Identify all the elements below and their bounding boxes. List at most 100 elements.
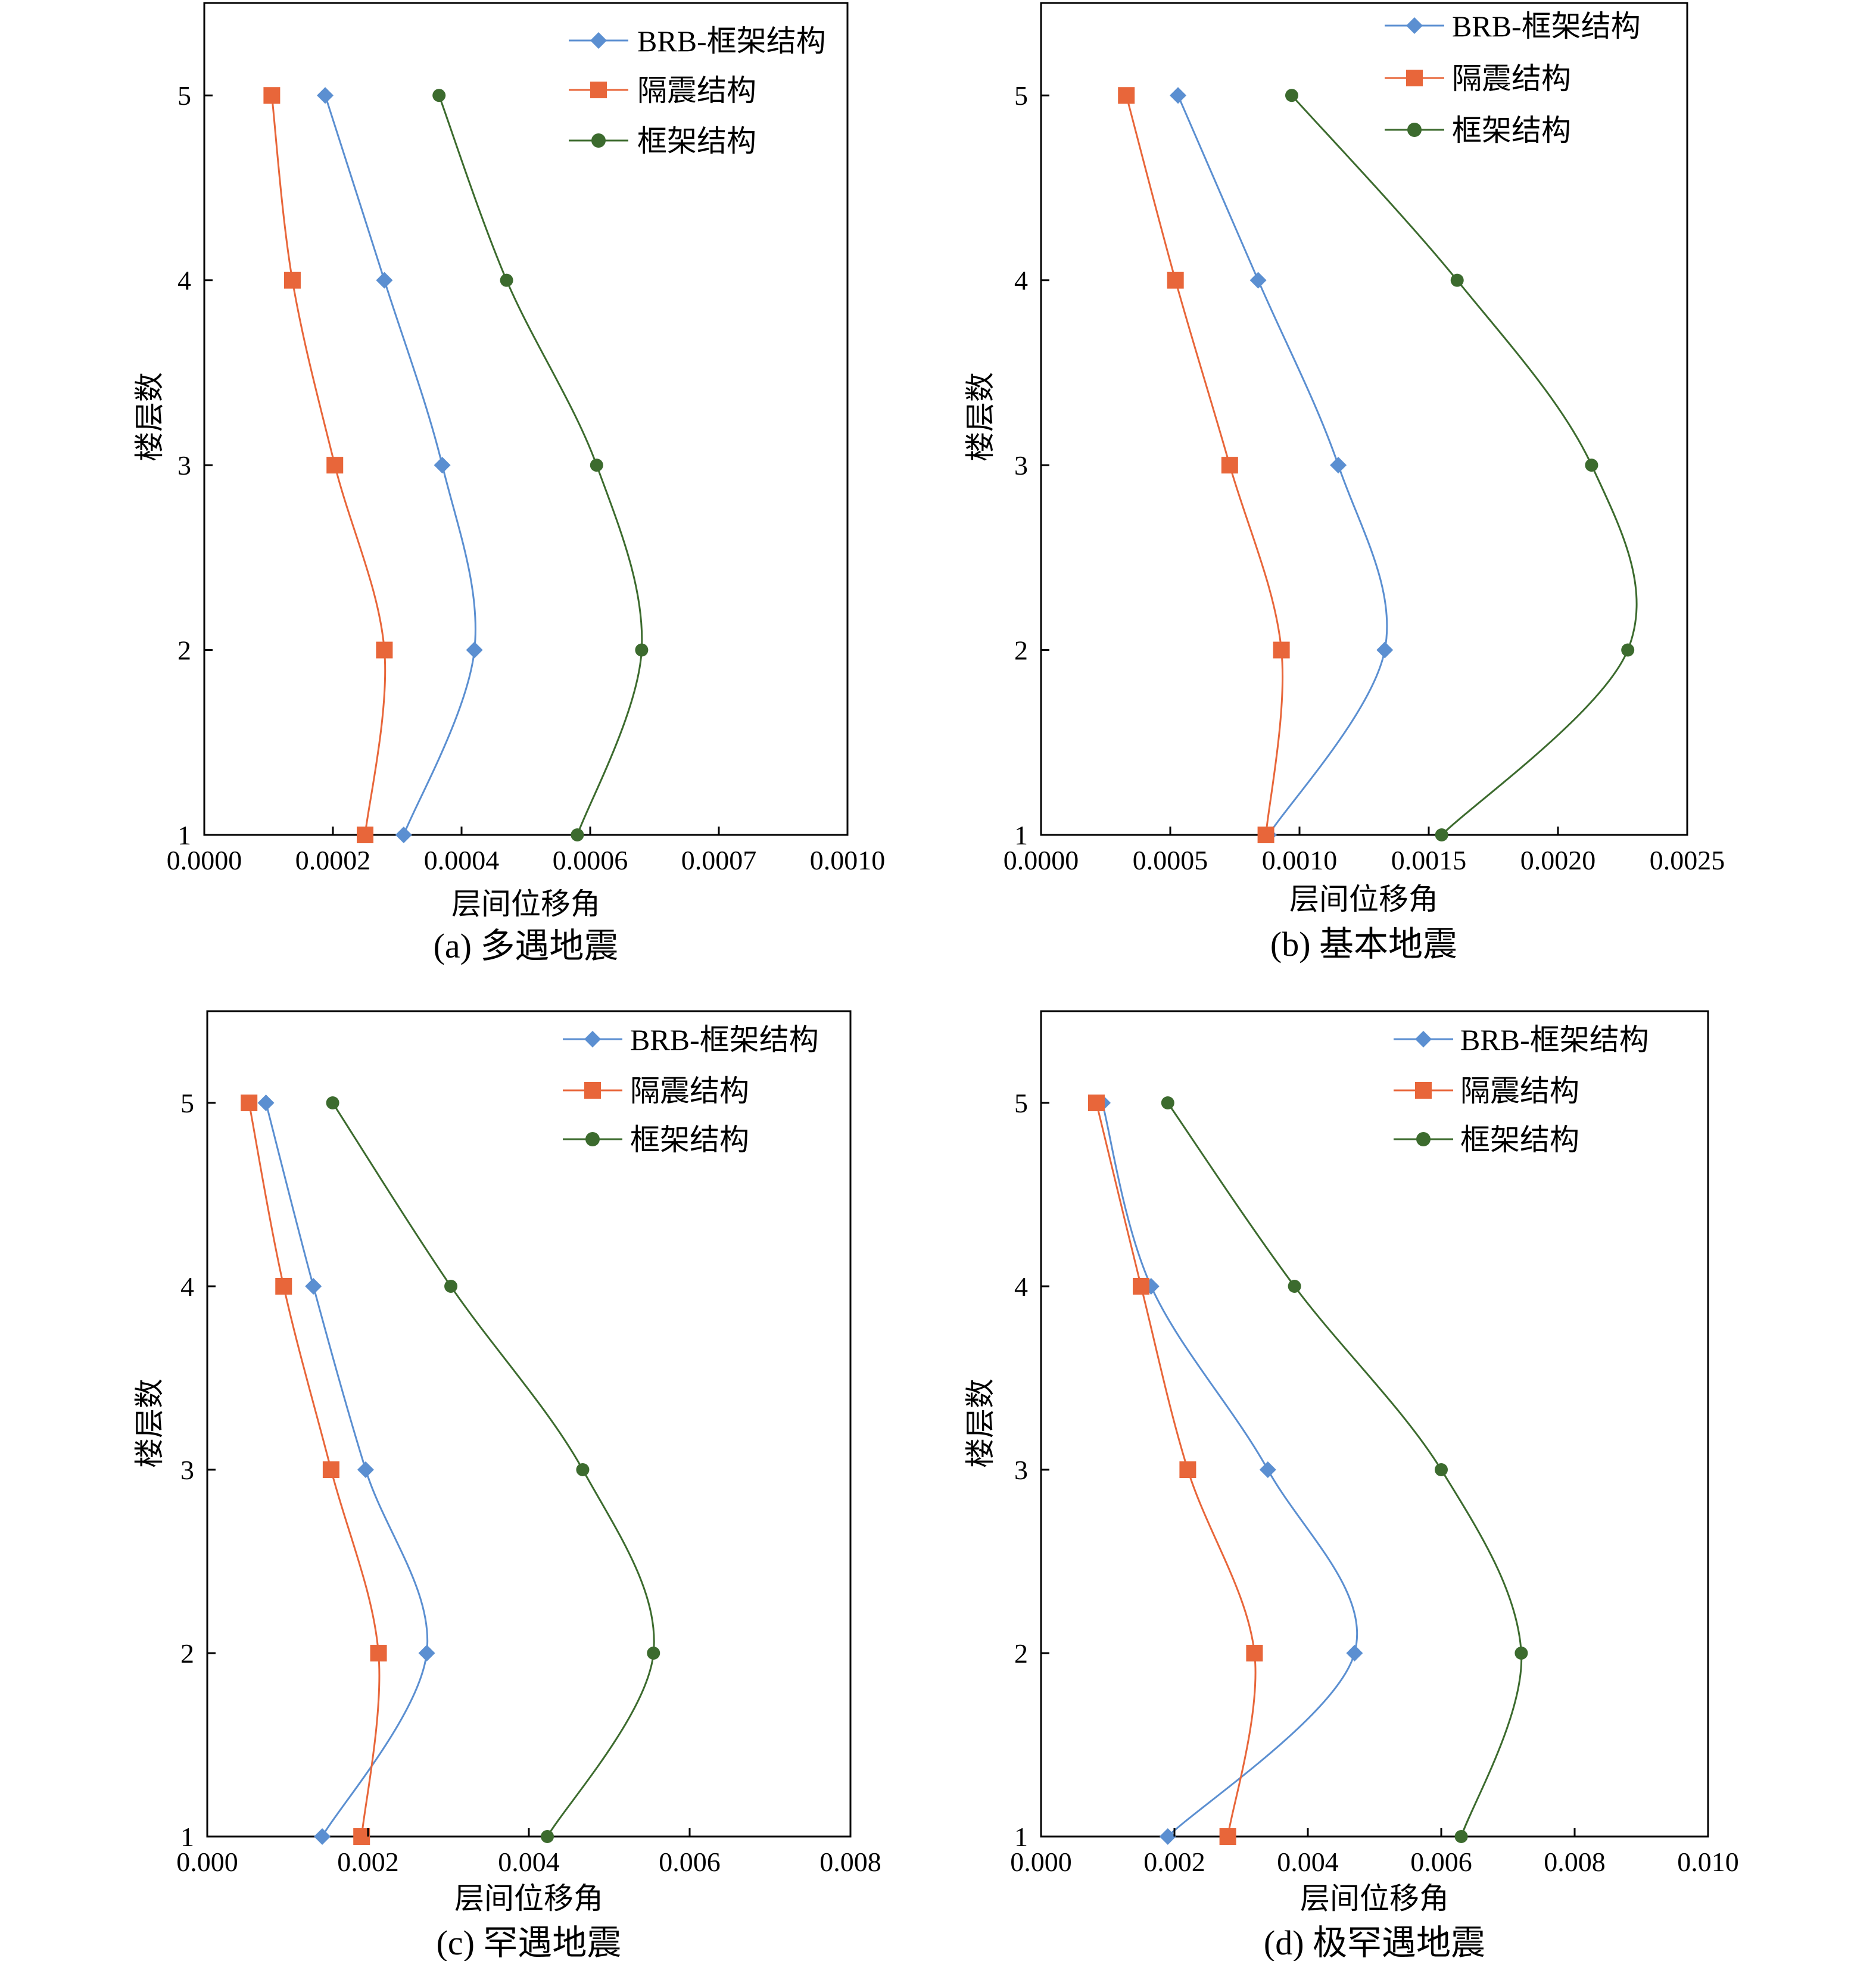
x-tick-label: 0.0010 <box>1262 845 1338 875</box>
x-tick-label: 0.002 <box>337 1847 399 1877</box>
legend-a: BRB-框架结构 隔震结构 框架结构 <box>569 24 826 158</box>
data-point <box>1259 1461 1276 1478</box>
legend-marker-brb-b <box>1406 17 1423 34</box>
data-point <box>576 1463 590 1476</box>
data-point <box>1273 641 1290 659</box>
panel-a: 0.0000 0.0002 0.0004 0.0006 0.0007 0.0010 1 2 3 4… <box>133 2 886 965</box>
panel-b: 0.0000 0.0005 0.0010 0.0015 0.0020 0.0025 1 2 3 4… <box>964 2 1725 964</box>
series-line <box>332 1102 655 1837</box>
legend-label-frame-a: 框架结构 <box>637 124 756 158</box>
y-tick-label: 3 <box>180 1455 194 1485</box>
legend-label-brb-d: BRB-框架结构 <box>1460 1023 1649 1056</box>
plot-frame-c <box>206 1010 852 1838</box>
data-point <box>1454 1830 1468 1843</box>
series-line <box>438 95 643 835</box>
x-tick-label: 0.0007 <box>681 845 757 875</box>
data-point <box>1585 459 1598 472</box>
data-point <box>357 1461 374 1478</box>
data-point <box>1179 1461 1196 1478</box>
plot-frame-b <box>1040 2 1688 836</box>
y-axis-title-c: 楼层数 <box>133 1379 166 1468</box>
data-point <box>1346 1645 1363 1661</box>
x-tick-label: 0.0015 <box>1391 845 1467 875</box>
series-layer-a <box>263 87 649 843</box>
data-point <box>317 87 334 104</box>
series-line <box>1125 95 1284 835</box>
legend-label-brb-c: BRB-框架结构 <box>630 1023 819 1056</box>
data-point <box>1435 828 1448 841</box>
x-tick-label: 0.0010 <box>810 845 886 875</box>
data-point <box>1118 87 1135 104</box>
series-line <box>324 95 476 835</box>
data-point <box>1288 1280 1301 1293</box>
x-tick-label: 0.004 <box>498 1847 560 1877</box>
y-tick-label: 1 <box>177 820 191 850</box>
x-tick-label: 0.000 <box>1010 1847 1072 1877</box>
series-line <box>1177 95 1388 835</box>
series-layer-c <box>241 1095 660 1845</box>
series-layer-d <box>1087 1095 1528 1845</box>
y-tick-label: 1 <box>180 1822 194 1852</box>
data-point <box>305 1278 322 1295</box>
legend-label-isolated-d: 隔震结构 <box>1460 1074 1579 1108</box>
y-tick-label: 5 <box>177 80 191 111</box>
data-point <box>1376 641 1394 659</box>
caption-b: (b) 基本地震 <box>1270 925 1457 964</box>
y-axis-title-d: 楼层数 <box>964 1379 997 1468</box>
data-point <box>1133 1278 1149 1295</box>
x-tick-label: 0.008 <box>819 1847 881 1877</box>
data-point <box>1330 457 1347 474</box>
legend-marker-brb-c <box>584 1031 601 1047</box>
y-tick-label: 2 <box>1014 1638 1028 1669</box>
panel-d: 0.000 0.002 0.004 0.006 0.008 0.010 1 2 3 4 5 层间位移… <box>964 1010 1739 1961</box>
legend-d: BRB-框架结构 隔震结构 框架结构 <box>1394 1023 1649 1156</box>
x-tick-label: 0.0004 <box>424 845 500 875</box>
x-tick-label: 0.004 <box>1277 1847 1339 1877</box>
legend-label-frame-c: 框架结构 <box>630 1123 749 1156</box>
series-line <box>1101 1102 1358 1838</box>
data-point <box>500 273 513 287</box>
legend-marker-brb-d <box>1415 1031 1432 1047</box>
x-tick-label: 0.0020 <box>1520 845 1596 875</box>
caption-c: (c) 罕遇地震 <box>437 1923 622 1961</box>
data-point <box>263 87 281 104</box>
data-point <box>1435 1463 1448 1476</box>
y-tick-label: 2 <box>177 635 191 666</box>
legend-label-isolated-c: 隔震结构 <box>630 1074 749 1108</box>
data-point <box>326 1096 339 1109</box>
legend-b: BRB-框架结构 隔震结构 框架结构 <box>1385 10 1641 147</box>
legend-marker-frame-a <box>591 133 606 148</box>
x-tick-label: 0.0025 <box>1650 845 1725 875</box>
legend-marker-isolated-c <box>584 1082 601 1099</box>
x-tick-label: 0.006 <box>659 1847 721 1877</box>
data-point <box>370 1645 387 1661</box>
legend-label-isolated-a: 隔震结构 <box>637 74 756 107</box>
x-tick-label: 0.0000 <box>167 845 242 875</box>
x-tick-label: 0.008 <box>1544 1847 1606 1877</box>
x-tick-label: 0.0005 <box>1133 845 1208 875</box>
x-tick-label: 0.0002 <box>295 845 371 875</box>
legend-label-frame-b: 框架结构 <box>1452 114 1571 147</box>
legend-label-frame-d: 框架结构 <box>1460 1123 1579 1156</box>
data-point <box>322 1461 339 1478</box>
legend-label-brb-a: BRB-框架结构 <box>637 24 826 58</box>
data-point <box>1514 1647 1528 1660</box>
tick-layer-a: 0.0000 0.0002 0.0004 0.0006 0.0007 0.0010 1 2 3 4… <box>167 80 886 875</box>
y-tick-label: 1 <box>1014 820 1028 850</box>
y-tick-label: 4 <box>180 1271 194 1302</box>
y-tick-label: 3 <box>177 450 191 481</box>
data-point <box>357 827 373 843</box>
y-tick-label: 4 <box>177 266 191 296</box>
legend-marker-isolated-a <box>590 82 607 98</box>
data-point <box>1087 1095 1105 1111</box>
legend-marker-brb-a <box>590 32 607 49</box>
y-tick-label: 5 <box>1014 80 1028 111</box>
data-point <box>376 641 393 659</box>
x-axis-title-c: 层间位移角 <box>454 1882 603 1915</box>
data-point <box>434 457 451 474</box>
legend-marker-frame-d <box>1416 1132 1431 1146</box>
y-tick-label: 2 <box>1014 635 1028 666</box>
y-tick-label: 3 <box>1014 1455 1028 1485</box>
data-point <box>647 1647 660 1660</box>
legend-label-isolated-b: 隔震结构 <box>1452 62 1571 95</box>
